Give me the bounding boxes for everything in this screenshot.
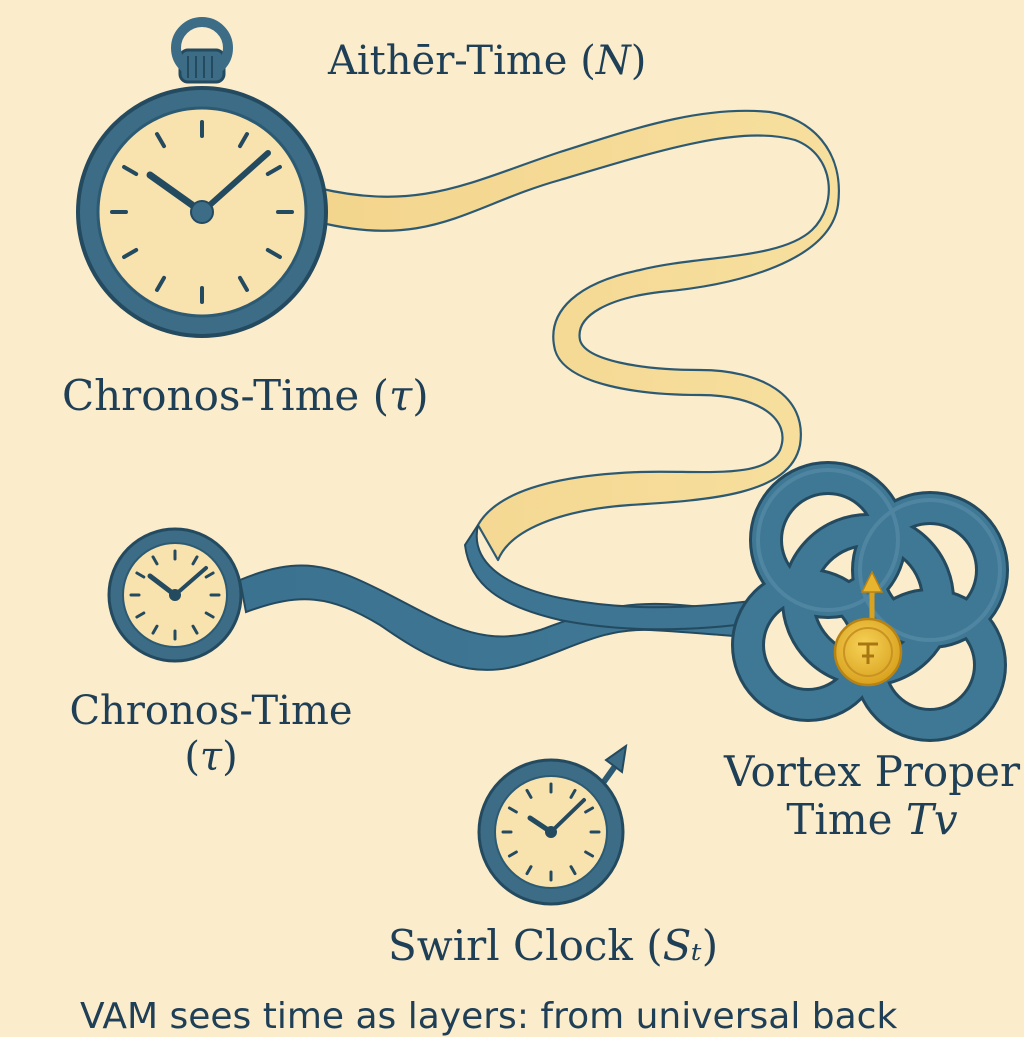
clock-with-arrow-icon	[477, 743, 628, 906]
pocket-watch-icon	[76, 17, 328, 338]
clock-tick	[507, 806, 518, 814]
vortex-line2: Time	[786, 795, 906, 845]
clock-tick	[151, 555, 159, 566]
chronos-time-small-close: )	[222, 734, 238, 780]
chronos-time-label-small: Chronos-Time (τ)	[56, 688, 366, 780]
clock-tick	[265, 248, 282, 259]
clock-tick	[191, 555, 199, 566]
clock-tick	[584, 850, 595, 858]
swirl-clock-text: Swirl Clock (	[388, 921, 663, 970]
chronos-time-close: )	[412, 371, 429, 420]
clock-icon	[107, 527, 243, 663]
aither-ribbon	[316, 109, 840, 562]
chronos-time-small-line1: Chronos-Time	[69, 688, 353, 734]
chronos-time-small-symbol: τ	[199, 734, 223, 780]
aither-time-text: Aithēr-Time (	[328, 38, 596, 84]
clock-tick	[569, 865, 577, 876]
vortex-line1: Vortex Proper	[723, 747, 1021, 796]
clock-tick	[525, 865, 533, 876]
clock-tick	[155, 132, 166, 149]
gold-coin-icon	[833, 570, 903, 687]
clock-tick	[151, 624, 159, 635]
chronos-time-label-large: Chronos-Time (τ)	[62, 371, 429, 420]
chronos-time-small-open: (	[184, 734, 200, 780]
chronos-time-text: Chronos-Time (	[62, 371, 389, 420]
clock-tick	[525, 788, 533, 799]
swirl-clock-close: )	[701, 921, 719, 970]
clock-tick	[507, 850, 518, 858]
clock-tick	[584, 806, 595, 814]
clock-tick	[238, 275, 249, 292]
clock-tick	[569, 788, 577, 799]
swirl-clock-symbol: Sₜ	[662, 921, 702, 970]
caption-text: VAM sees time as layers: from universal …	[80, 996, 898, 1037]
clock-tick	[265, 165, 282, 176]
clock-tick	[135, 611, 146, 619]
clock-tick	[155, 275, 166, 292]
chronos-time-symbol: τ	[389, 371, 413, 420]
swirl-clock-label: Swirl Clock (Sₜ)	[388, 921, 719, 970]
clock-tick	[122, 165, 139, 176]
clock-tick	[238, 132, 249, 149]
clock-tick	[135, 571, 146, 579]
aither-time-close: )	[630, 38, 647, 84]
clock-tick	[204, 611, 215, 619]
vortex-symbol: Tv	[905, 795, 958, 845]
clock-tick	[191, 624, 199, 635]
clock-tick	[122, 248, 139, 259]
vortex-proper-time-label: Vortex Proper Time Tv	[722, 747, 1022, 845]
aither-time-symbol: N	[595, 38, 631, 84]
clock-tick	[204, 571, 215, 579]
aither-time-label: Aithēr-Time (N)	[328, 38, 646, 84]
